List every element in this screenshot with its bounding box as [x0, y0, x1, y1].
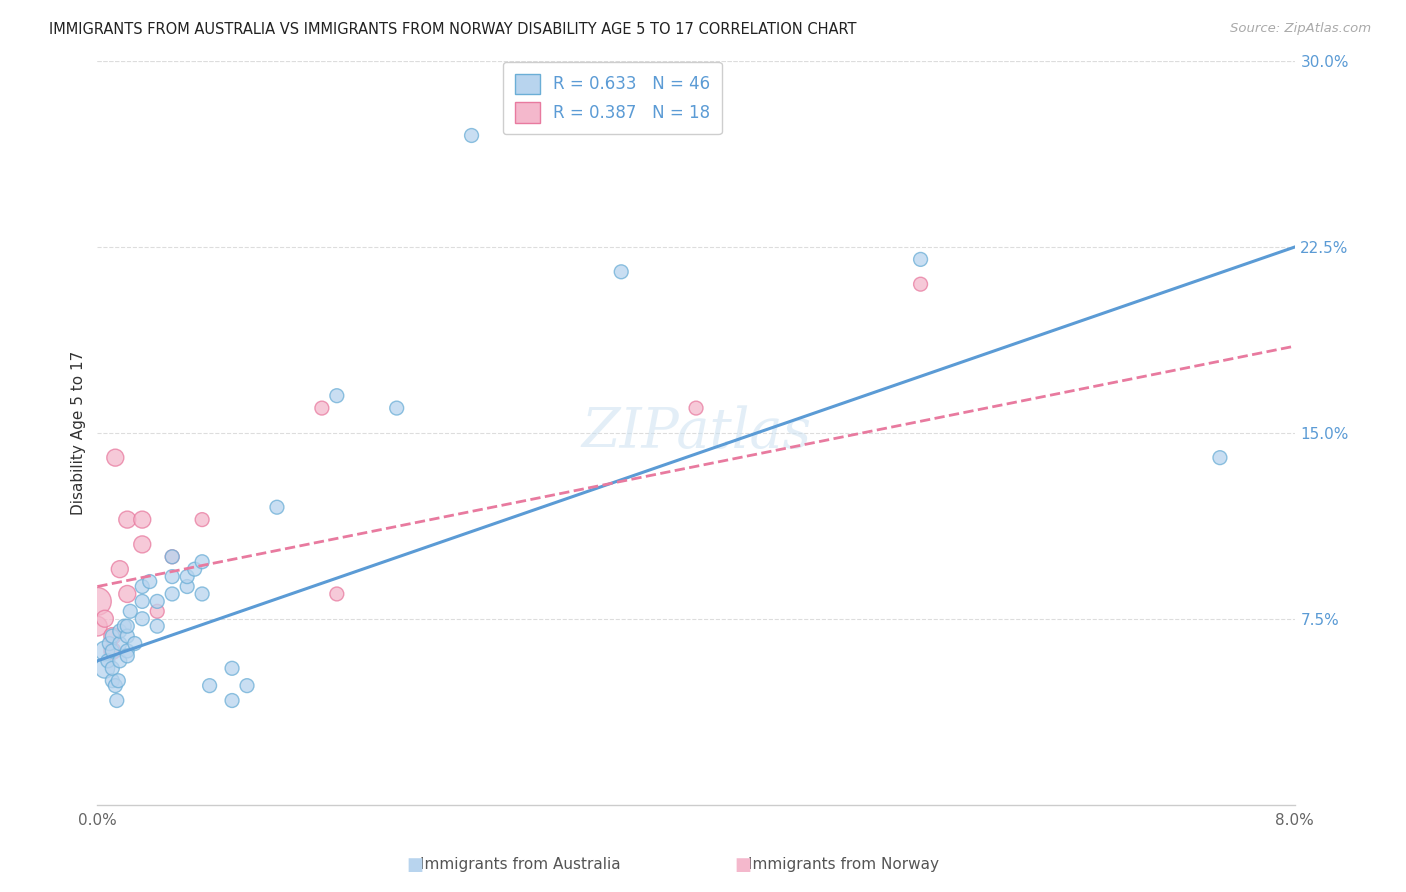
Point [117, 513, 139, 527]
Point [117, 587, 139, 601]
Point [97, 654, 120, 668]
Point [131, 612, 153, 626]
Point [146, 604, 169, 618]
Text: Immigrants from Australia: Immigrants from Australia [420, 857, 620, 872]
Point [146, 594, 169, 608]
Point [266, 500, 288, 515]
Point [124, 636, 146, 650]
Point [160, 569, 183, 583]
Point [311, 401, 333, 416]
Point [107, 673, 129, 688]
Text: ■: ■ [406, 855, 423, 873]
Text: Immigrants from Norway: Immigrants from Norway [748, 857, 939, 872]
Point [117, 619, 139, 633]
Point [108, 624, 131, 639]
Point [160, 549, 183, 564]
Y-axis label: Disability Age 5 to 17: Disability Age 5 to 17 [72, 351, 86, 515]
Point [101, 673, 124, 688]
Point [910, 252, 932, 267]
Point [198, 679, 221, 693]
Point [131, 537, 153, 551]
Point [138, 574, 160, 589]
Text: Source: ZipAtlas.com: Source: ZipAtlas.com [1230, 22, 1371, 36]
Point [117, 648, 139, 663]
Point [117, 644, 139, 658]
Point [160, 549, 183, 564]
Point [86, 619, 108, 633]
Point [105, 693, 128, 707]
Point [176, 580, 198, 594]
Point [94, 612, 117, 626]
Point [86, 594, 108, 608]
Point [94, 644, 117, 658]
Point [108, 654, 131, 668]
Point [176, 569, 198, 583]
Point [131, 580, 153, 594]
Point [94, 661, 117, 675]
Point [910, 277, 932, 292]
Point [146, 619, 169, 633]
Legend: R = 0.633   N = 46, R = 0.387   N = 18: R = 0.633 N = 46, R = 0.387 N = 18 [503, 62, 721, 135]
Point [460, 128, 482, 143]
Point [101, 629, 124, 643]
Point [191, 555, 214, 569]
Point [160, 587, 183, 601]
Point [98, 636, 121, 650]
Point [101, 661, 124, 675]
Point [1209, 450, 1232, 465]
Point [104, 679, 127, 693]
Text: ZIPatlas: ZIPatlas [581, 406, 811, 460]
Point [326, 587, 349, 601]
Text: ■: ■ [734, 855, 751, 873]
Point [104, 450, 127, 465]
Point [108, 562, 131, 576]
Point [191, 587, 214, 601]
Point [610, 265, 633, 279]
Point [101, 629, 124, 643]
Point [108, 636, 131, 650]
Point [221, 693, 243, 707]
Point [236, 679, 259, 693]
Point [101, 644, 124, 658]
Point [685, 401, 707, 416]
Text: IMMIGRANTS FROM AUSTRALIA VS IMMIGRANTS FROM NORWAY DISABILITY AGE 5 TO 17 CORRE: IMMIGRANTS FROM AUSTRALIA VS IMMIGRANTS … [49, 22, 856, 37]
Point [131, 594, 153, 608]
Point [191, 513, 214, 527]
Point [326, 389, 349, 403]
Point [131, 513, 153, 527]
Point [221, 661, 243, 675]
Point [183, 562, 205, 576]
Point [385, 401, 408, 416]
Point [101, 644, 124, 658]
Point [112, 619, 135, 633]
Point [120, 604, 142, 618]
Point [117, 629, 139, 643]
